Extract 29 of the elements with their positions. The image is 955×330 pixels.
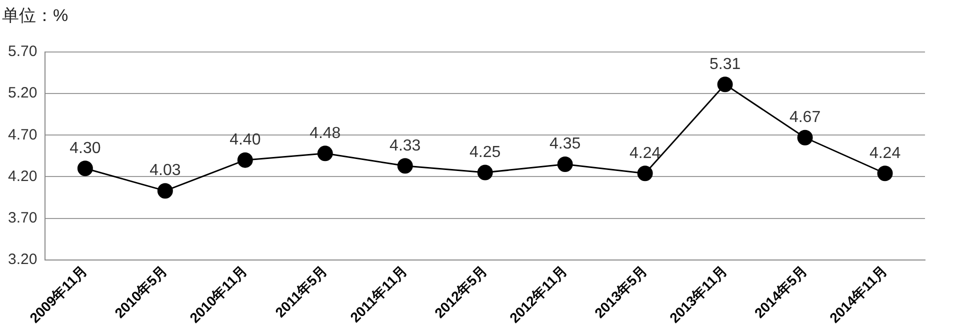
point (637, 166, 653, 182)
y-tick-label: 5.20 (8, 84, 38, 102)
point (717, 76, 733, 92)
data-label: 4.33 (390, 137, 421, 154)
point (77, 160, 93, 176)
data-label: 4.30 (70, 140, 101, 157)
y-tick-label: 3.70 (8, 209, 38, 226)
data-label: 4.35 (550, 136, 581, 153)
point (237, 152, 253, 168)
data-label: 4.40 (230, 131, 261, 148)
data-label: 4.48 (310, 124, 341, 142)
point (397, 158, 413, 174)
point (157, 183, 173, 199)
data-label: 4.03 (150, 162, 181, 180)
y-tick-label: 4.20 (8, 168, 38, 185)
data-label: 4.24 (869, 144, 901, 162)
data-label: 4.67 (789, 109, 821, 126)
point (477, 164, 493, 180)
data-label: 5.31 (709, 56, 741, 73)
y-axis-title: 单位：% (2, 5, 68, 27)
point (317, 146, 333, 162)
y-tick-label: 3.20 (8, 250, 38, 268)
data-label: 4.24 (629, 144, 661, 162)
point (557, 156, 573, 172)
data-label: 4.25 (470, 144, 501, 161)
point (877, 166, 893, 182)
point (797, 130, 813, 146)
y-tick-label: 4.70 (8, 126, 38, 144)
y-tick-label: 5.70 (8, 43, 38, 60)
